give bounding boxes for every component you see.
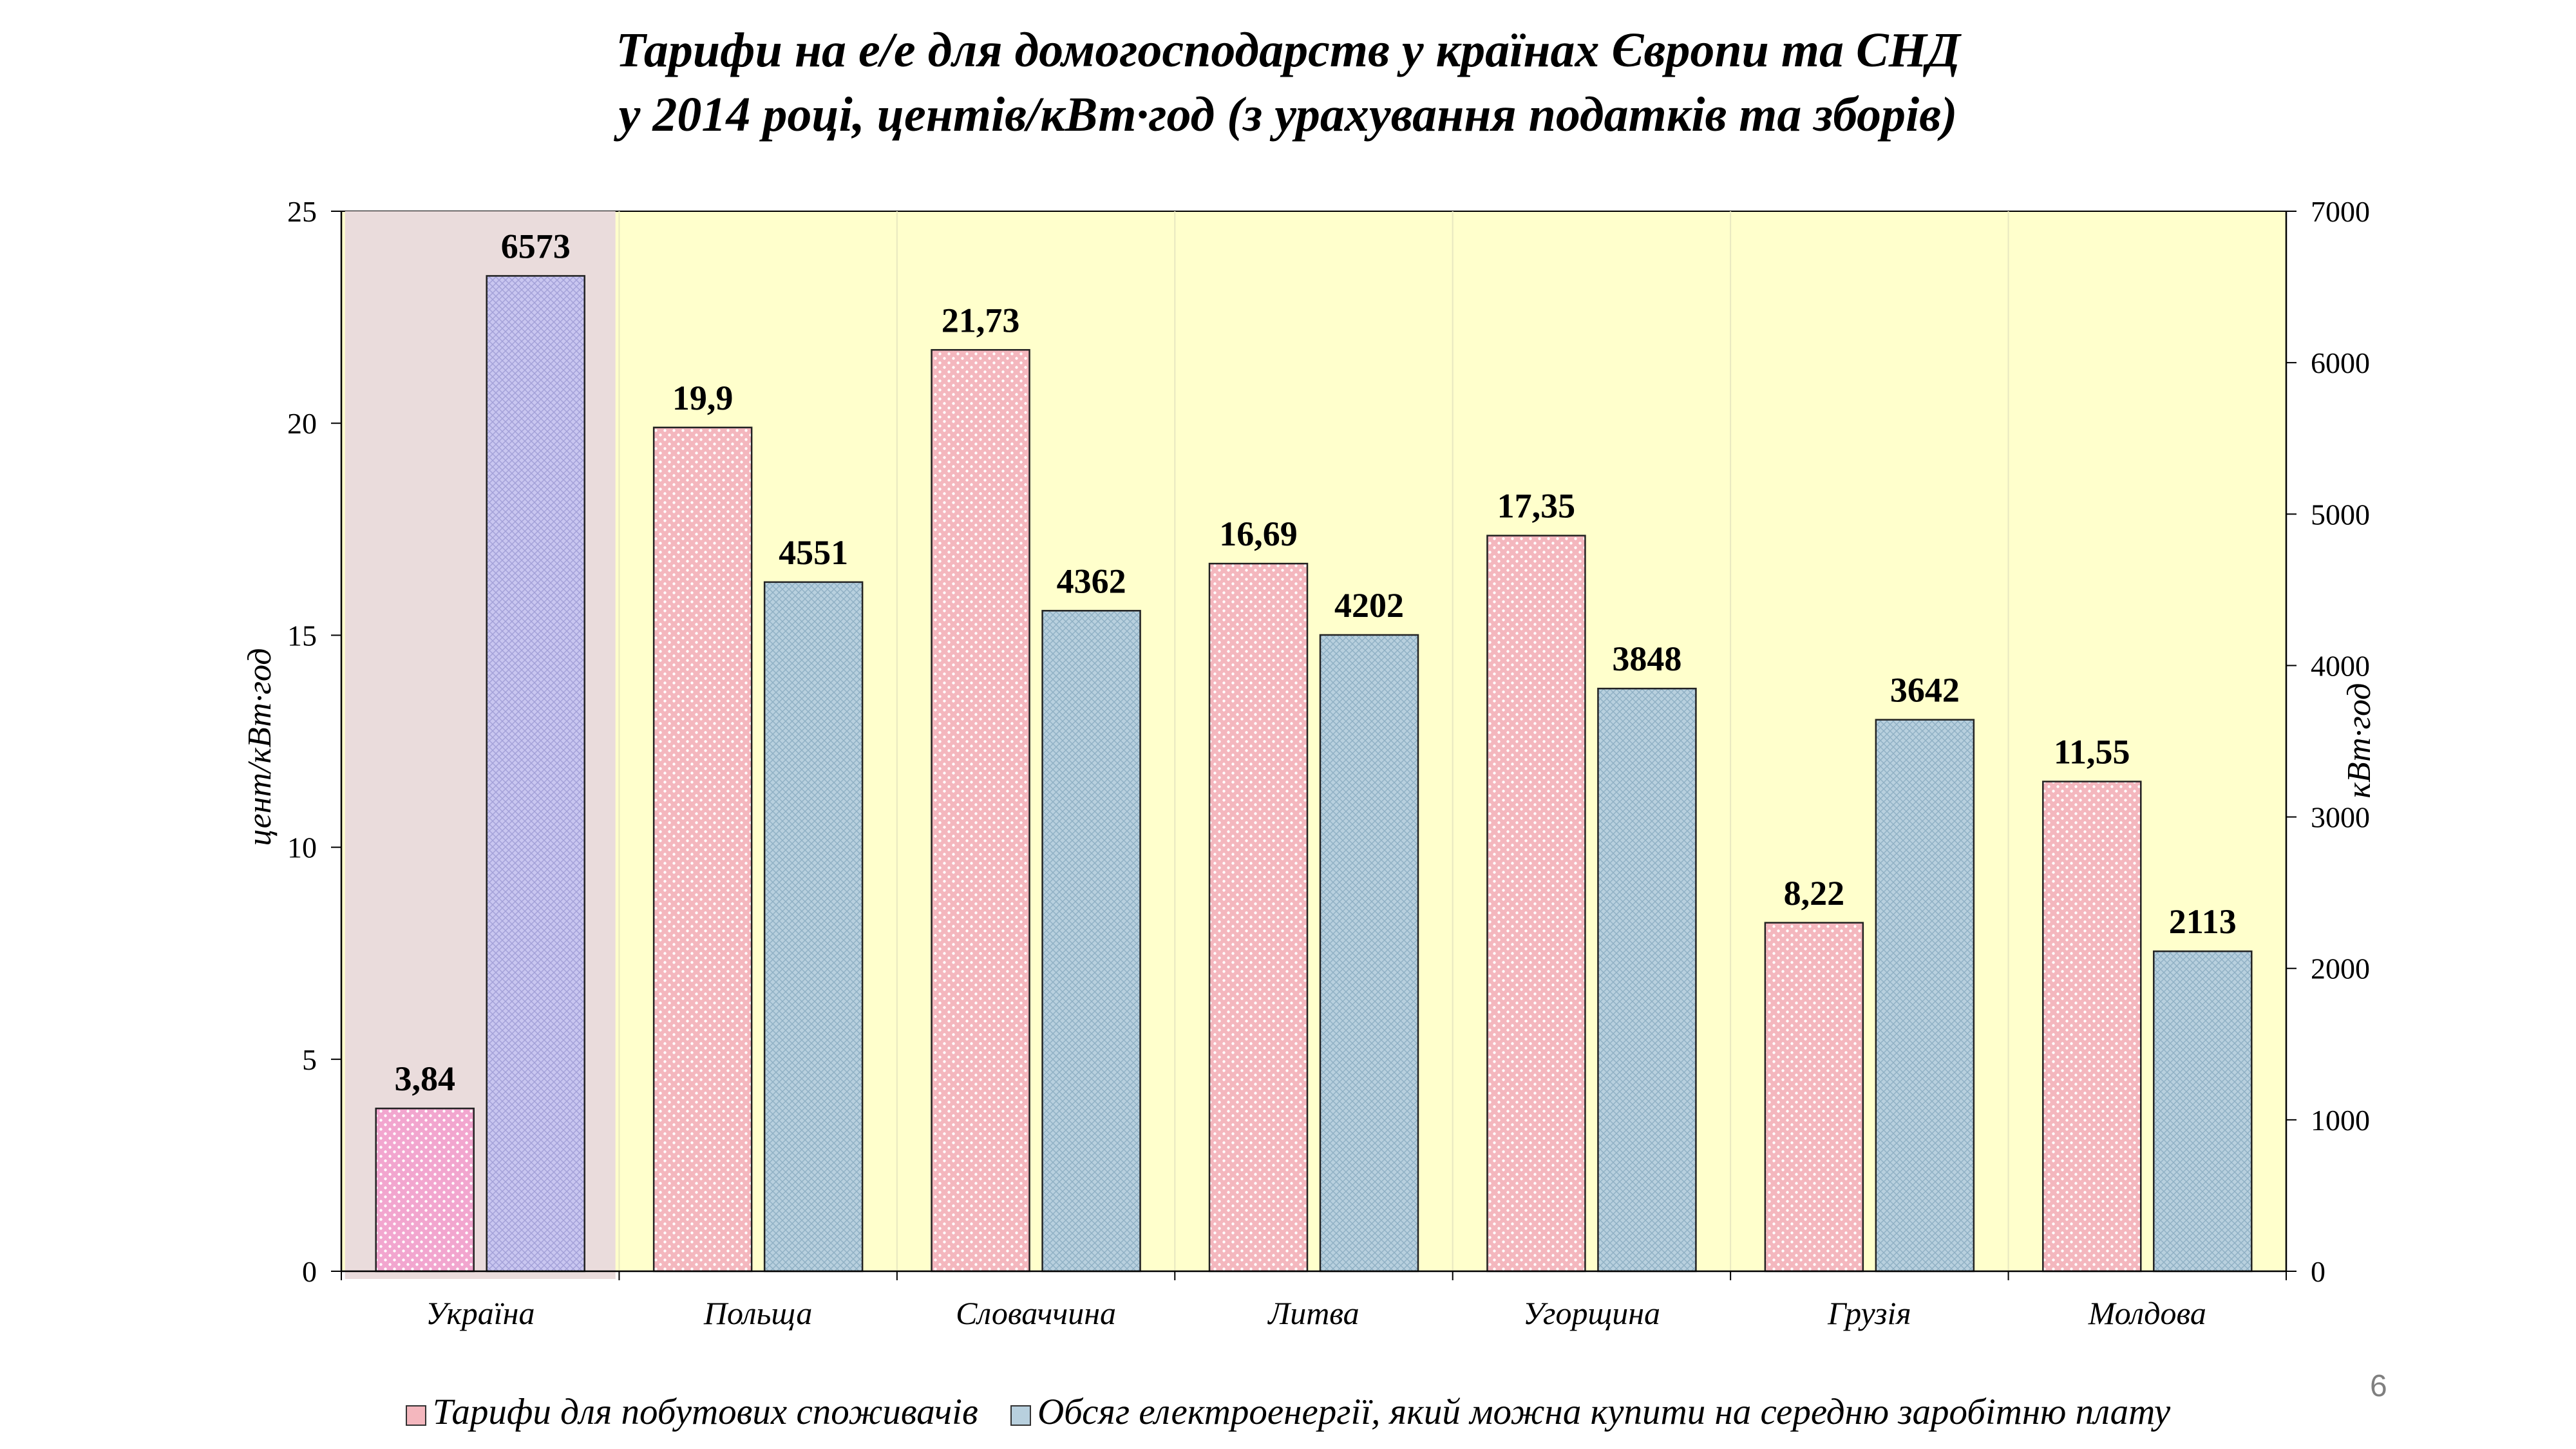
legend-swatch-volume	[1010, 1405, 1031, 1426]
x-tick-label: Грузія	[1827, 1295, 1911, 1331]
chart-title-line-2: у 2014 році, центів/кВт·год (з урахуванн…	[618, 88, 1958, 142]
bar-volume	[1875, 719, 1975, 1273]
y-axis-right-title: кВт·год	[2341, 683, 2378, 798]
chart-title: Тарифи на е/е для домогосподарств у краї…	[0, 18, 2576, 147]
data-label-tariff: 17,35	[1497, 487, 1576, 526]
bar-volume	[1319, 634, 1419, 1273]
y-tick-label-right: 1000	[2311, 1104, 2370, 1137]
data-label-volume: 3848	[1612, 639, 1681, 678]
bar-tariff	[1486, 535, 1586, 1273]
data-label-tariff: 19,9	[672, 379, 734, 417]
chart-title-line-1: Тарифи на е/е для домогосподарств у краї…	[616, 23, 1960, 77]
data-label-volume: 4362	[1057, 562, 1126, 600]
y-tick-label-right: 3000	[2311, 801, 2370, 834]
x-tick-label: Словаччина	[956, 1295, 1116, 1331]
y-tick-label-left: 15	[287, 619, 317, 652]
x-tick-label: Україна	[426, 1295, 535, 1331]
bar-chart: 051015202501000200030004000500060007000 …	[242, 195, 2378, 1331]
data-label-tariff: 16,69	[1219, 515, 1298, 553]
slide-number: 6	[2370, 1369, 2387, 1403]
data-label-tariff: 21,73	[942, 301, 1020, 339]
x-tick-label: Польща	[703, 1295, 812, 1331]
bar-tariff	[1764, 922, 1864, 1273]
y-tick-label-left: 20	[287, 407, 317, 440]
x-tick-label: Молдова	[2088, 1295, 2206, 1331]
y-tick-label-right: 2000	[2311, 952, 2370, 985]
legend-item-tariffs: Тарифи для побутових споживачів	[405, 1391, 978, 1433]
data-label-tariff: 8,22	[1784, 874, 1845, 913]
y-tick-label-right: 4000	[2311, 649, 2370, 682]
bar-tariff	[1208, 562, 1309, 1273]
bar-volume	[486, 275, 585, 1273]
y-tick-label-right: 7000	[2311, 195, 2370, 228]
legend-label-tariffs: Тарифи для побутових споживачів	[432, 1392, 978, 1432]
bar-volume	[1597, 687, 1697, 1273]
bar-volume	[1041, 610, 1141, 1273]
data-label-tariff: 3,84	[394, 1059, 455, 1098]
bar-tariff	[2042, 781, 2142, 1273]
legend-label-volume: Обсяг електроенергії, який можна купити …	[1037, 1392, 2171, 1432]
data-label-volume: 2113	[2169, 902, 2237, 941]
bar-tariff	[375, 1107, 475, 1273]
y-tick-label-left: 5	[302, 1043, 317, 1076]
legend-item-volume: Обсяг електроенергії, який можна купити …	[1010, 1391, 2170, 1433]
x-tick-label: Угорщина	[1523, 1295, 1660, 1331]
x-tick-label: Литва	[1267, 1295, 1359, 1331]
data-label-tariff: 11,55	[2054, 733, 2130, 772]
data-label-volume: 4202	[1334, 586, 1404, 625]
bar-volume	[2153, 950, 2253, 1273]
data-label-volume: 4551	[779, 533, 848, 572]
y-tick-label-left: 0	[302, 1255, 317, 1288]
y-axis-left-title: цент/кВт·год	[242, 648, 278, 846]
legend-swatch-tariffs	[405, 1405, 426, 1426]
data-label-volume: 3642	[1890, 671, 1960, 710]
bar-tariff	[652, 426, 753, 1273]
y-tick-label-right: 0	[2311, 1255, 2325, 1288]
y-tick-label-left: 25	[287, 195, 317, 228]
y-tick-label-right: 5000	[2311, 498, 2370, 531]
plot-area	[341, 211, 2287, 1272]
y-tick-label-left: 10	[287, 831, 317, 864]
chart-legend: Тарифи для побутових споживачів Обсяг ел…	[0, 1391, 2576, 1433]
bar-tariff	[931, 349, 1030, 1273]
data-label-volume: 6573	[501, 227, 571, 265]
y-tick-label-right: 6000	[2311, 346, 2370, 379]
bar-volume	[763, 581, 864, 1273]
